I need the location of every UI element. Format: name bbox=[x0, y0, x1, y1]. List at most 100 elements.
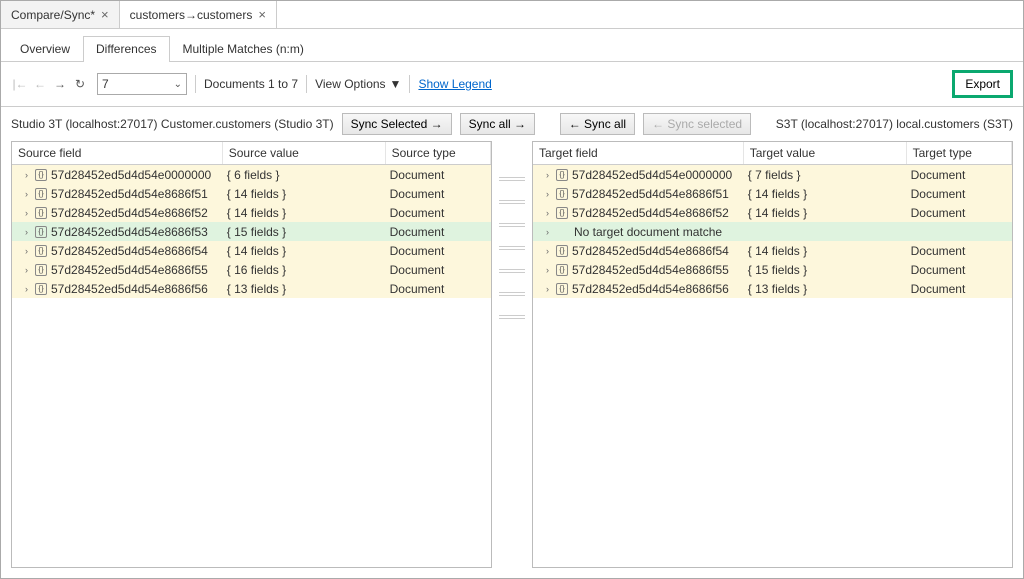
expand-icon[interactable]: › bbox=[543, 227, 552, 237]
expand-icon[interactable]: › bbox=[22, 227, 31, 237]
connection-header-row: Studio 3T (localhost:27017) Customer.cus… bbox=[1, 107, 1023, 141]
chevron-down-icon: ⌄ bbox=[174, 79, 182, 90]
table-row[interactable]: ›{}57d28452ed5d4d54e8686f56{ 13 fields }… bbox=[12, 279, 491, 298]
row-value: { 16 fields } bbox=[223, 263, 386, 277]
documents-range: Documents 1 to 7 bbox=[204, 77, 298, 91]
row-value: { 7 fields } bbox=[744, 168, 907, 182]
expand-icon[interactable]: › bbox=[543, 170, 552, 180]
close-icon[interactable]: × bbox=[258, 7, 266, 22]
view-options[interactable]: View Options ▼ bbox=[315, 77, 401, 91]
table-row[interactable]: ›{}57d28452ed5d4d54e8686f51{ 14 fields }… bbox=[12, 184, 491, 203]
table-row[interactable]: ›{}57d28452ed5d4d54e0000000{ 7 fields }D… bbox=[533, 165, 1012, 184]
document-icon: {} bbox=[556, 283, 568, 295]
tab-label: customers→customers bbox=[130, 8, 253, 22]
col-target-value[interactable]: Target value bbox=[744, 142, 907, 164]
row-type: Document bbox=[907, 282, 1012, 296]
expand-icon[interactable]: › bbox=[22, 284, 31, 294]
row-id: 57d28452ed5d4d54e8686f52 bbox=[51, 206, 208, 220]
table-row[interactable]: › {} 57d28452ed5d4d54e8686f51 { 14 fields }… bbox=[533, 184, 1012, 203]
triangle-down-icon: ▼ bbox=[390, 77, 402, 91]
table-row[interactable]: ›{}57d28452ed5d4d54e8686f54{ 14 fields }… bbox=[12, 241, 491, 260]
col-target-field[interactable]: Target field bbox=[533, 142, 744, 164]
table-row[interactable]: ›{}57d28452ed5d4d54e8686f52{ 14 fields }… bbox=[533, 203, 1012, 222]
expand-icon[interactable]: › bbox=[22, 208, 31, 218]
expand-icon[interactable]: › bbox=[22, 170, 31, 180]
row-id: 57d28452ed5d4d54e8686f56 bbox=[572, 282, 729, 296]
tab-label: Compare/Sync* bbox=[11, 8, 95, 22]
panel-gutter bbox=[492, 141, 532, 568]
row-value: { 15 fields } bbox=[223, 225, 386, 239]
row-value: { 14 fields } bbox=[744, 187, 907, 201]
table-row[interactable]: ›{}57d28452ed5d4d54e8686f56{ 13 fields }… bbox=[533, 279, 1012, 298]
document-icon: {} bbox=[556, 245, 568, 257]
row-value: { 14 fields } bbox=[223, 244, 386, 258]
document-icon: {} bbox=[556, 264, 568, 276]
export-button[interactable]: Export bbox=[952, 70, 1013, 98]
sync-selected-left-button: ← Sync selected bbox=[643, 113, 751, 135]
expand-icon[interactable]: › bbox=[543, 246, 552, 256]
table-row[interactable]: ›{}57d28452ed5d4d54e8686f54{ 14 fields }… bbox=[533, 241, 1012, 260]
row-type: Document bbox=[386, 244, 491, 258]
sync-selected-right-button[interactable]: Sync Selected → bbox=[342, 113, 452, 135]
target-rows: ›{}57d28452ed5d4d54e0000000{ 7 fields }D… bbox=[533, 165, 1012, 567]
row-type: Document bbox=[386, 225, 491, 239]
row-id: 57d28452ed5d4d54e8686f55 bbox=[572, 263, 729, 277]
row-id: 57d28452ed5d4d54e8686f54 bbox=[51, 244, 208, 258]
col-source-type[interactable]: Source type bbox=[386, 142, 491, 164]
tab-compare-sync[interactable]: Compare/Sync* × bbox=[1, 1, 120, 28]
sync-all-left-button[interactable]: ← Sync all bbox=[560, 113, 635, 135]
col-target-type[interactable]: Target type bbox=[907, 142, 1012, 164]
no-match-message: No target document matche bbox=[574, 225, 722, 239]
sync-all-right-button[interactable]: Sync all → bbox=[460, 113, 535, 135]
document-icon: {} bbox=[556, 169, 568, 181]
row-type: Document bbox=[907, 168, 1012, 182]
document-icon: {} bbox=[35, 226, 47, 238]
source-table-header: Source field Source value Source type bbox=[12, 142, 491, 165]
expand-icon[interactable]: › bbox=[543, 189, 552, 199]
table-row[interactable]: ›{}57d28452ed5d4d54e0000000{ 6 fields }D… bbox=[12, 165, 491, 184]
page-value: 7 bbox=[102, 77, 109, 91]
col-source-value[interactable]: Source value bbox=[223, 142, 386, 164]
row-type: Document bbox=[386, 263, 491, 277]
expand-icon[interactable]: › bbox=[543, 265, 552, 275]
tab-customers[interactable]: customers→customers × bbox=[120, 1, 277, 28]
close-icon[interactable]: × bbox=[101, 7, 109, 22]
refresh-icon[interactable]: ↻ bbox=[71, 75, 89, 93]
expand-icon[interactable]: › bbox=[543, 208, 552, 218]
expand-icon[interactable]: › bbox=[22, 265, 31, 275]
row-type: Document bbox=[386, 206, 491, 220]
row-type: Document bbox=[907, 206, 1012, 220]
separator bbox=[195, 75, 196, 93]
top-tabs: Compare/Sync* × customers→customers × bbox=[1, 1, 1023, 29]
nav-prev-icon: ← bbox=[31, 75, 49, 93]
row-id: 57d28452ed5d4d54e8686f54 bbox=[572, 244, 729, 258]
main-panels: Source field Source value Source type ›{… bbox=[1, 141, 1023, 578]
expand-icon[interactable]: › bbox=[543, 284, 552, 294]
table-row[interactable]: ›{}57d28452ed5d4d54e8686f55{ 15 fields }… bbox=[533, 260, 1012, 279]
table-row[interactable]: › No target document matche bbox=[533, 222, 1012, 241]
nav-next-icon[interactable]: → bbox=[51, 75, 69, 93]
document-icon: {} bbox=[556, 188, 568, 200]
table-row[interactable]: ›{}57d28452ed5d4d54e8686f55{ 16 fields }… bbox=[12, 260, 491, 279]
col-source-field[interactable]: Source field bbox=[12, 142, 223, 164]
row-type: Document bbox=[907, 187, 1012, 201]
row-id: 57d28452ed5d4d54e8686f55 bbox=[51, 263, 208, 277]
row-id: 57d28452ed5d4d54e8686f51 bbox=[572, 187, 729, 201]
subtab-differences[interactable]: Differences bbox=[83, 36, 169, 62]
subtab-overview[interactable]: Overview bbox=[7, 36, 83, 62]
row-id: 57d28452ed5d4d54e8686f51 bbox=[51, 187, 208, 201]
page-select[interactable]: 7 ⌄ bbox=[97, 73, 187, 95]
expand-icon[interactable]: › bbox=[22, 246, 31, 256]
table-row[interactable]: ›{}57d28452ed5d4d54e8686f52{ 14 fields }… bbox=[12, 203, 491, 222]
expand-icon[interactable]: › bbox=[22, 189, 31, 199]
row-id: 57d28452ed5d4d54e8686f52 bbox=[572, 206, 729, 220]
row-value: { 14 fields } bbox=[223, 187, 386, 201]
table-row[interactable]: ›{}57d28452ed5d4d54e8686f53{ 15 fields }… bbox=[12, 222, 491, 241]
separator bbox=[306, 75, 307, 93]
subtab-multiple-matches[interactable]: Multiple Matches (n:m) bbox=[170, 36, 317, 62]
row-type: Document bbox=[386, 187, 491, 201]
show-legend-link[interactable]: Show Legend bbox=[418, 77, 491, 91]
source-rows: ›{}57d28452ed5d4d54e0000000{ 6 fields }D… bbox=[12, 165, 491, 567]
document-icon: {} bbox=[556, 207, 568, 219]
separator bbox=[409, 75, 410, 93]
